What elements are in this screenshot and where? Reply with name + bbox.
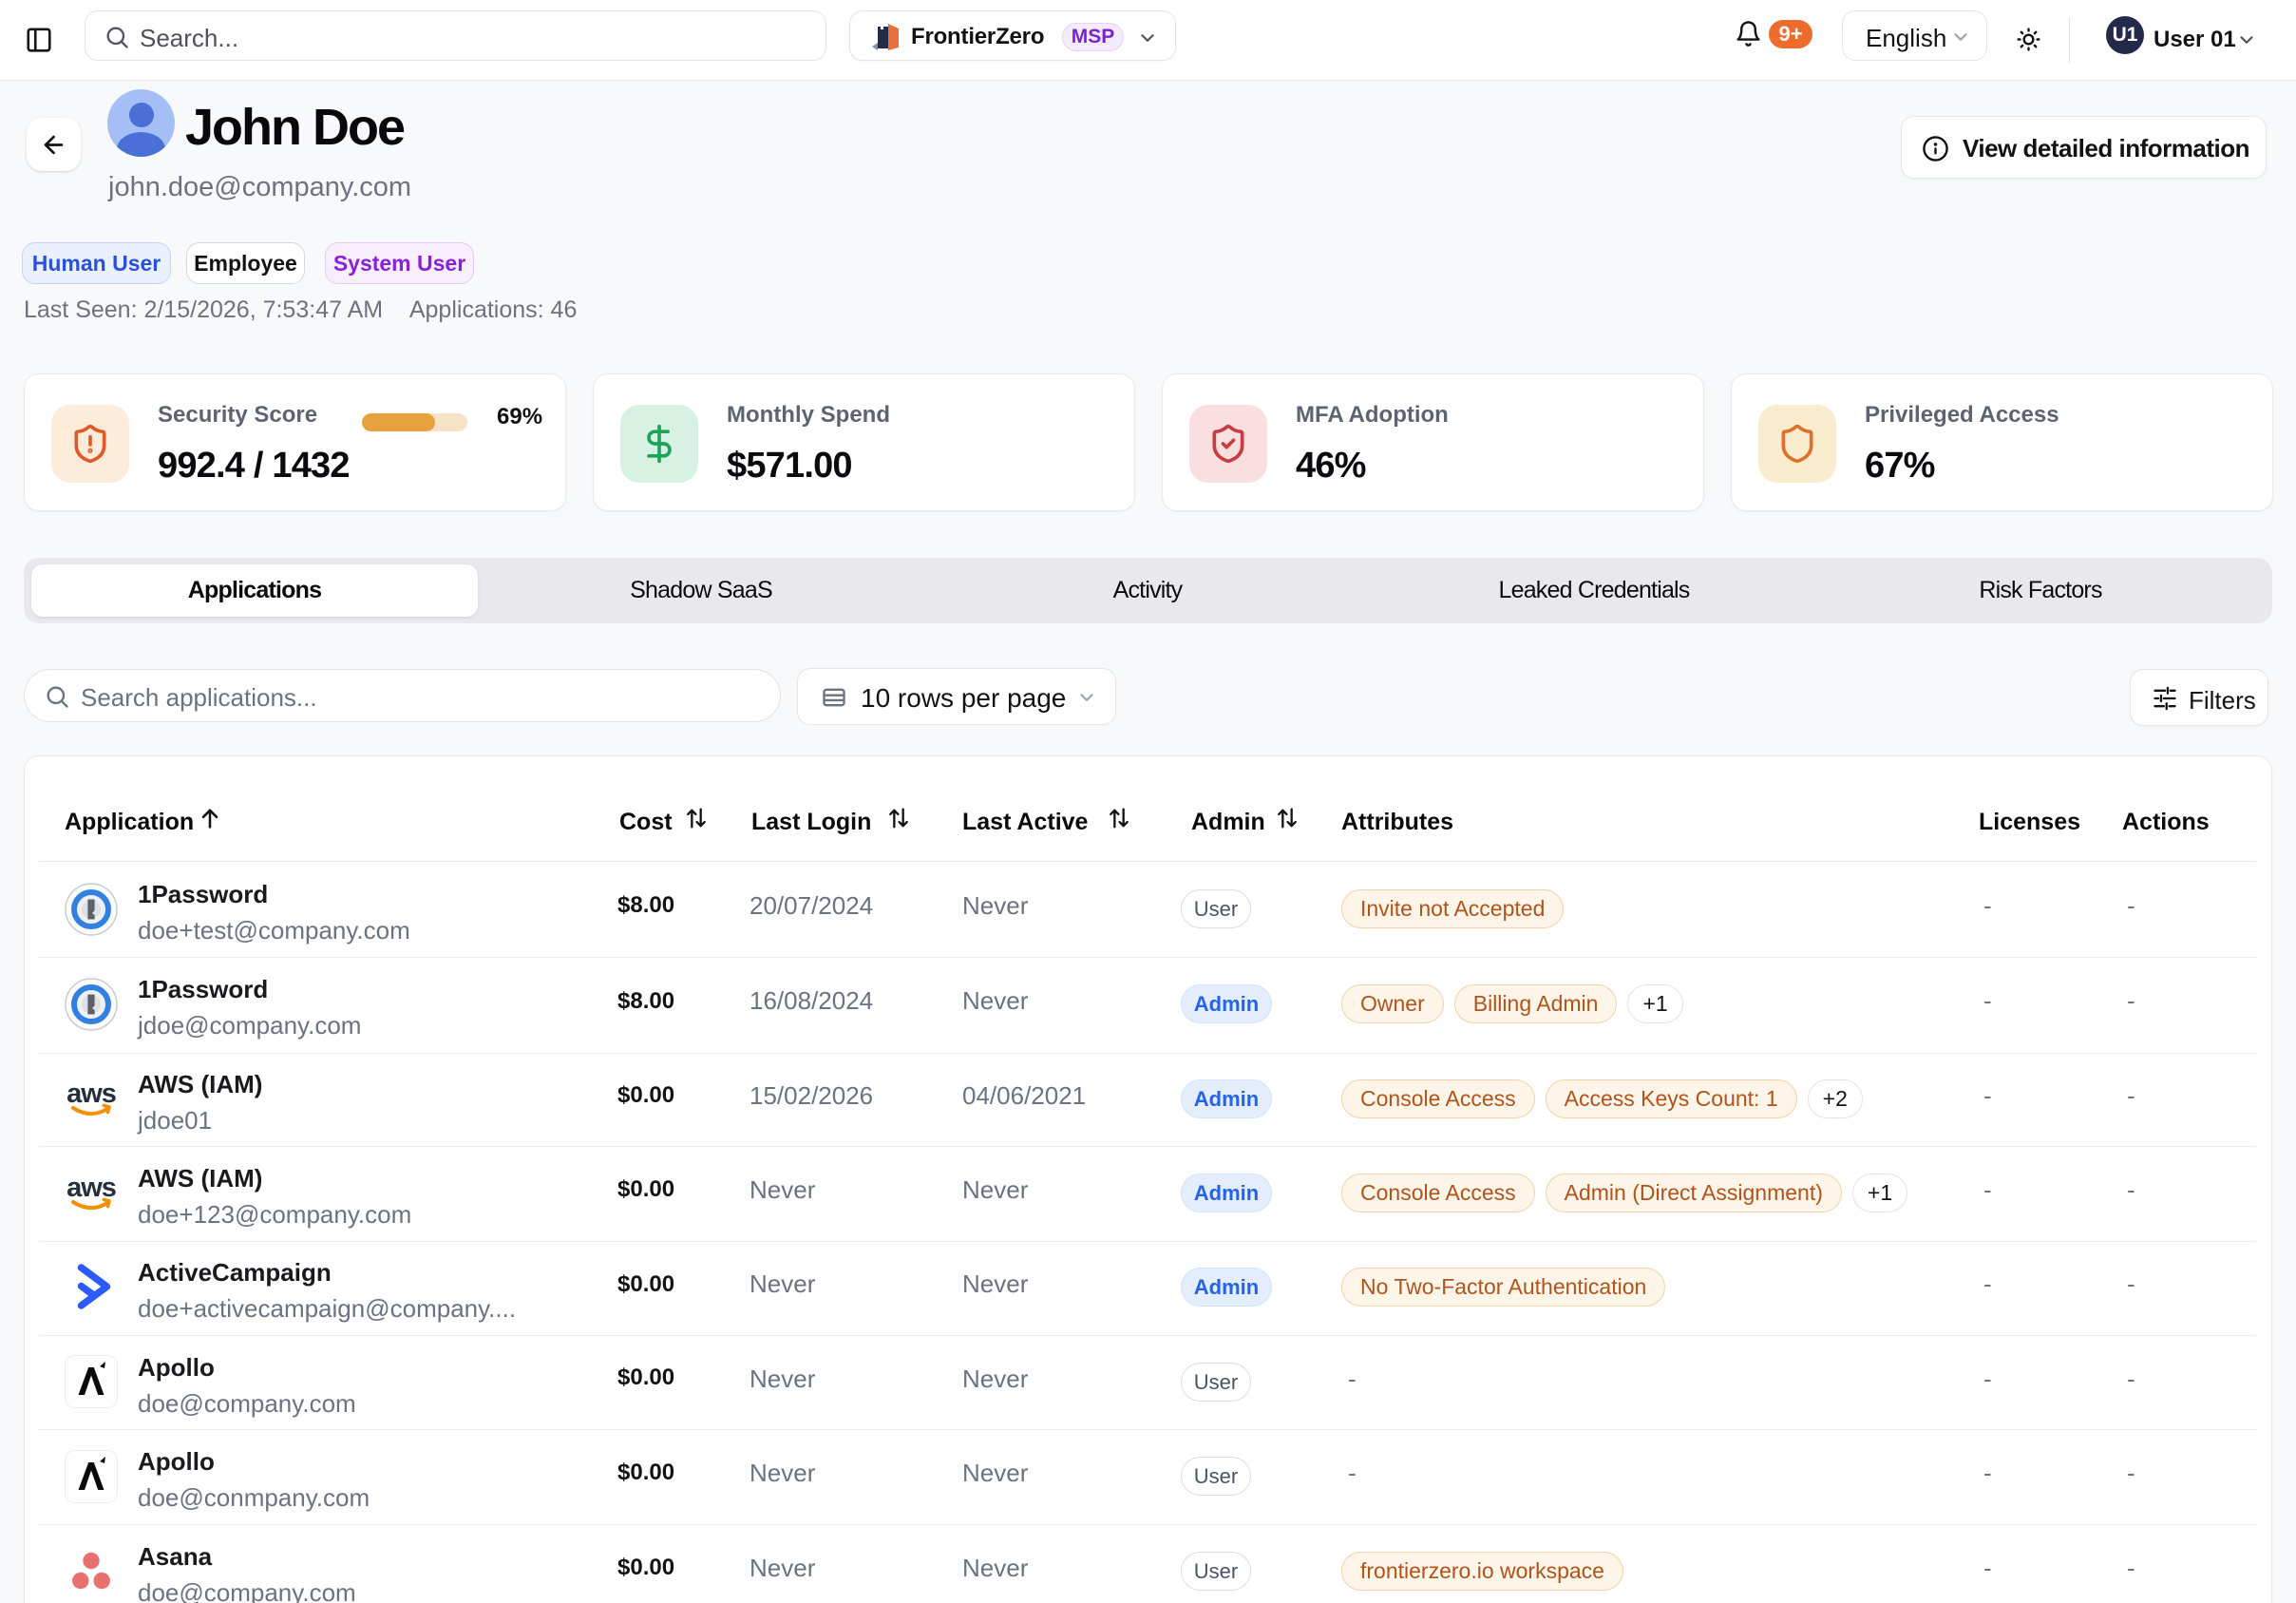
svg-text:aws: aws — [66, 1173, 116, 1203]
svg-text:aws: aws — [66, 1078, 116, 1109]
